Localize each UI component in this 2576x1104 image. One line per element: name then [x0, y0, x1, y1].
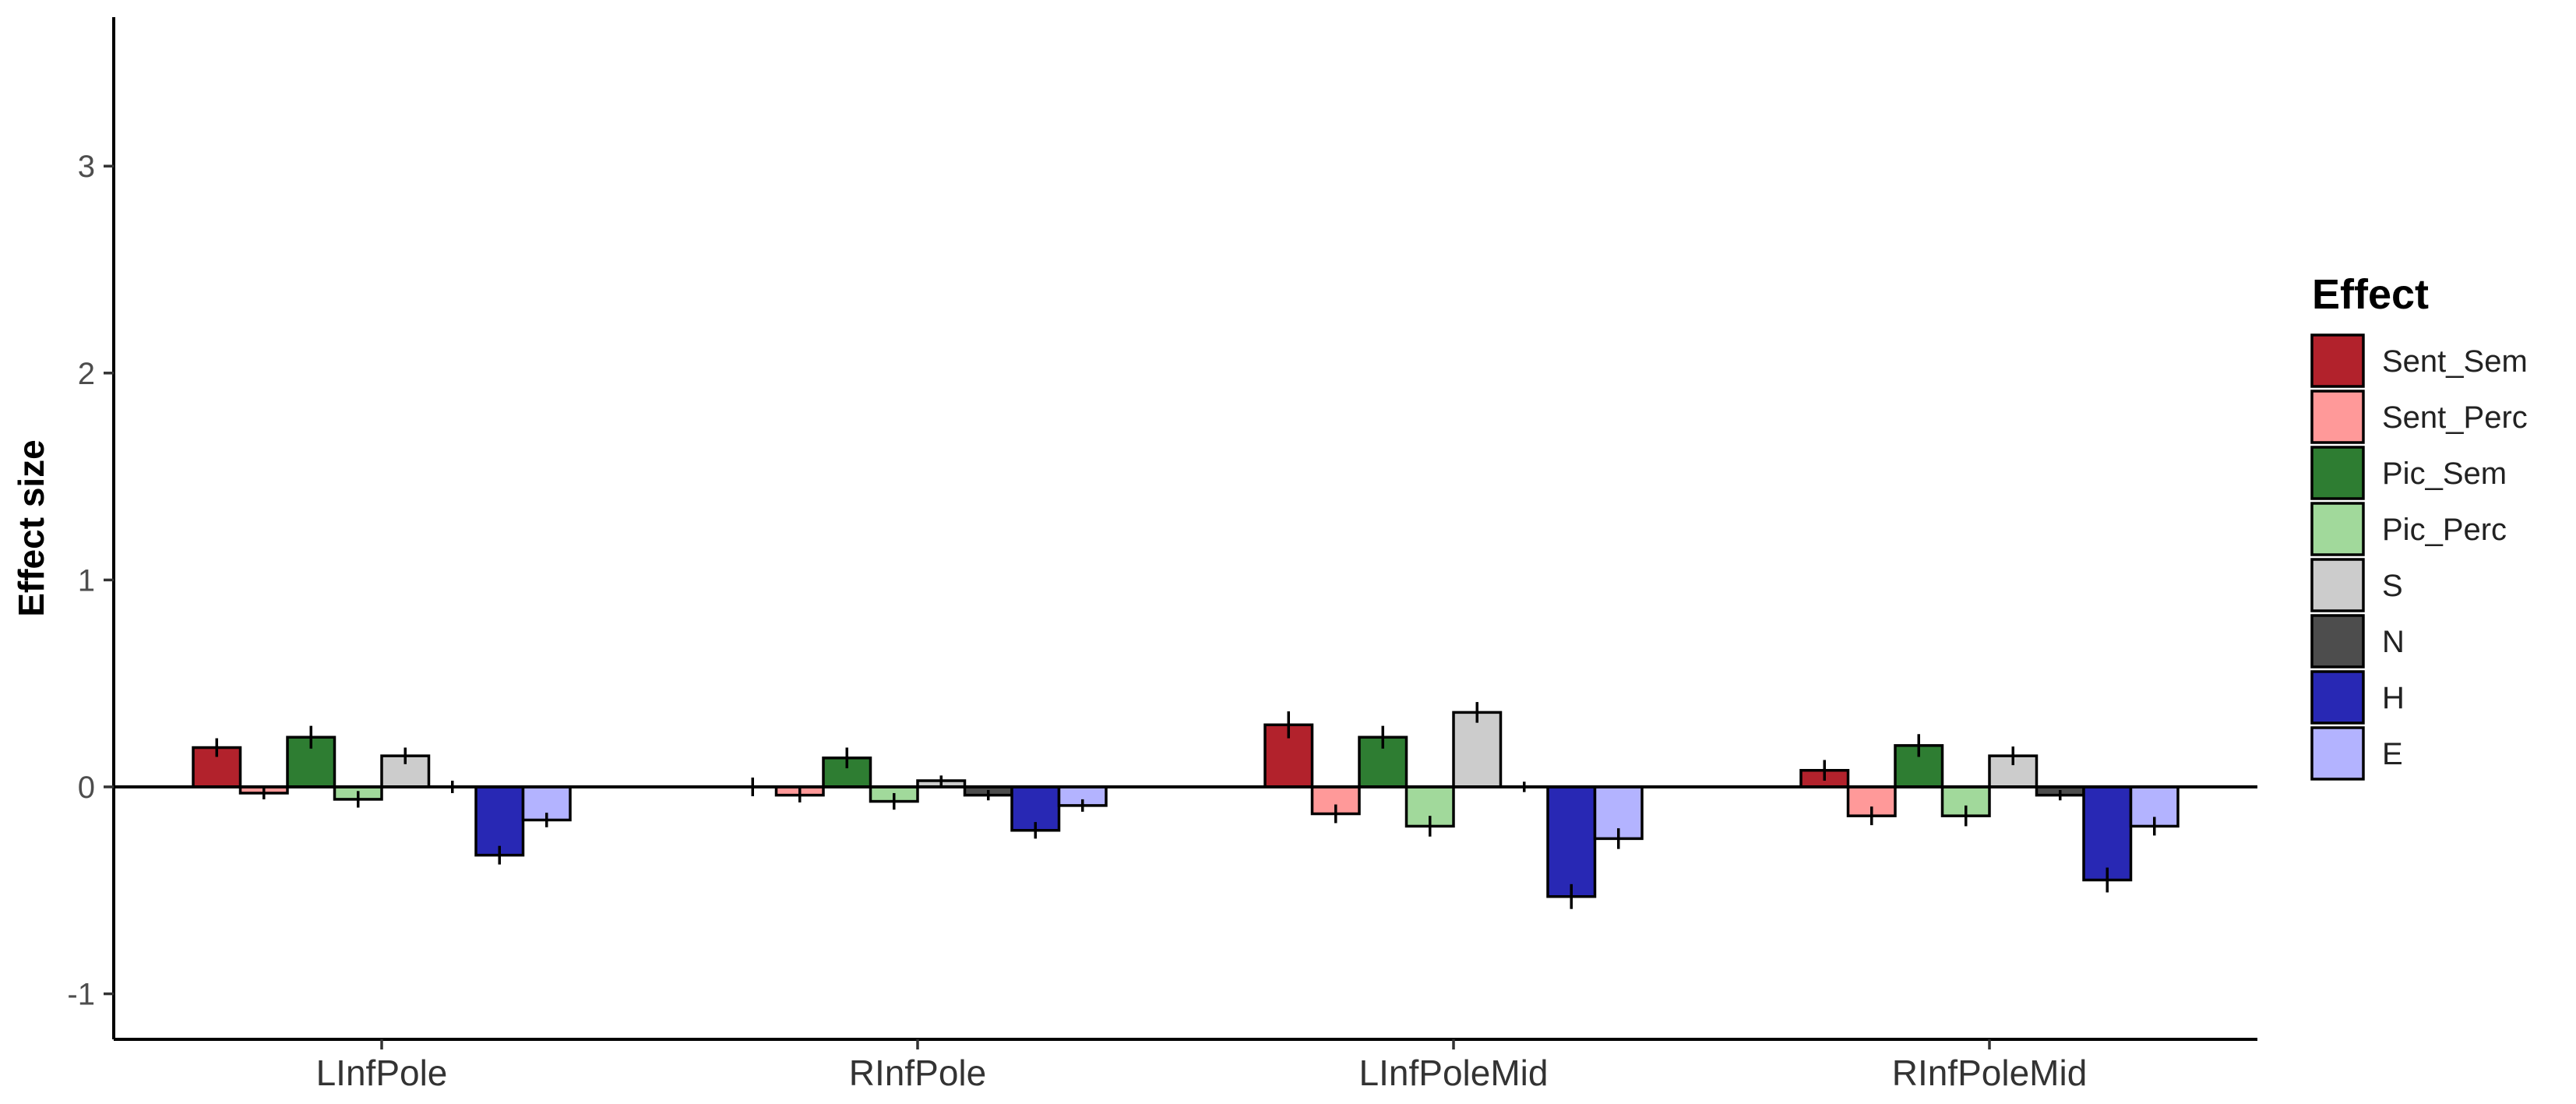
legend-key — [2310, 558, 2365, 612]
x-tick-label: LInfPole — [316, 1053, 448, 1093]
legend-label: E — [2382, 737, 2403, 771]
legend-label: S — [2382, 569, 2403, 603]
legend: Effect Sent_Sem Sent_Perc Pic_Sem Pic_Perc S… — [2310, 271, 2528, 781]
axes-layer: -1 0 1 2 3 LInfPole RInfPole LInfPoleMid RInfPol… — [67, 17, 2257, 1093]
bar — [1452, 711, 1503, 788]
legend-key — [2310, 670, 2365, 725]
legend-key — [2310, 614, 2365, 668]
x-tick-label: LInfPoleMid — [1359, 1053, 1549, 1093]
y-tick-label: 3 — [78, 150, 95, 184]
y-tick-label: 2 — [78, 357, 95, 391]
legend-title: Effect — [2312, 271, 2429, 318]
legend-label: Pic_Sem — [2382, 457, 2507, 491]
legend-key — [2310, 390, 2365, 444]
legend-label: N — [2382, 625, 2405, 659]
bars-layer — [192, 702, 2180, 909]
y-axis-title: Effect size — [11, 439, 51, 617]
legend-label: Sent_Sem — [2382, 344, 2528, 379]
bar — [2082, 785, 2133, 882]
y-tick-label: -1 — [67, 978, 95, 1012]
y-tick-label: 1 — [78, 563, 95, 598]
x-tick-label: RInfPoleMid — [1892, 1053, 2088, 1093]
legend-key — [2310, 446, 2365, 500]
legend-label: Sent_Perc — [2382, 400, 2528, 435]
legend-label: Pic_Perc — [2382, 513, 2507, 547]
legend-key — [2310, 502, 2365, 556]
legend-key — [2310, 333, 2365, 388]
bar — [1546, 785, 1597, 898]
legend-key — [2310, 726, 2365, 781]
y-tick-label: 0 — [78, 771, 95, 805]
legend-label: H — [2382, 681, 2405, 715]
x-tick-label: RInfPole — [849, 1053, 986, 1093]
bar — [474, 785, 525, 857]
